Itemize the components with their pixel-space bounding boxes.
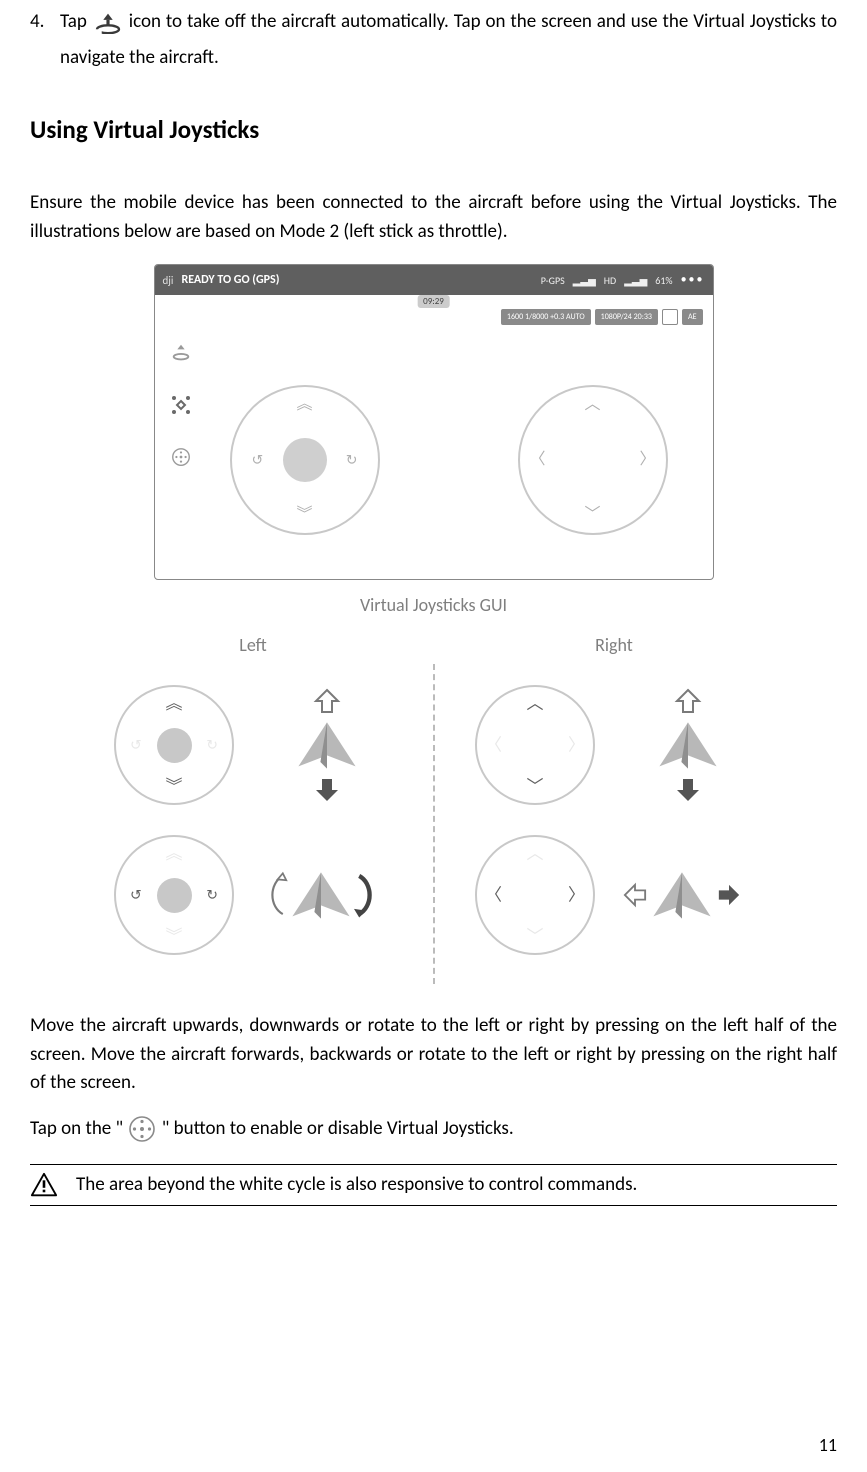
page-number: 11 bbox=[819, 1434, 837, 1456]
gui-hd: HD bbox=[604, 274, 616, 287]
chev-right-icon: 〉 bbox=[568, 887, 585, 904]
joystick-diagrams: Left ︽ ︾ ↺ ↻ bbox=[30, 634, 837, 984]
chev-up-icon: ︿ bbox=[527, 695, 544, 712]
toggle-text-a: Tap on the " bbox=[30, 1117, 123, 1140]
chev-up-icon: ︽ bbox=[166, 695, 183, 712]
arrow-down-filled-icon bbox=[312, 777, 342, 803]
paper-plane-icon bbox=[655, 718, 721, 773]
toggle-paragraph: Tap on the " " button to enable or disab… bbox=[30, 1112, 837, 1146]
right-label: Right bbox=[595, 634, 633, 656]
chevron-double-up-icon: ︽ bbox=[296, 397, 312, 413]
plane-rotate bbox=[262, 863, 392, 927]
curve-right-icon bbox=[354, 863, 380, 927]
rot-l-icon: ↺ bbox=[130, 737, 142, 754]
right-joystick: ︿ ﹀ 〈 〉 bbox=[518, 385, 668, 535]
format-box: 1080P/24 20:33 bbox=[595, 309, 658, 325]
left-column: Left ︽ ︾ ↺ ↻ bbox=[84, 634, 423, 984]
warning-icon bbox=[30, 1171, 58, 1199]
intro-paragraph: Ensure the mobile device has been connec… bbox=[30, 189, 837, 246]
rotate-right-icon: ↻ bbox=[346, 452, 358, 469]
chev-down-icon: ﹀ bbox=[527, 778, 544, 795]
explain-paragraph: Move the aircraft upwards, downwards or … bbox=[30, 1012, 837, 1098]
note-box: The area beyond the white cycle is also … bbox=[30, 1164, 837, 1206]
takeoff-icon bbox=[92, 11, 124, 33]
left-row-yaw: ︽ ︾ ↺ ↻ bbox=[114, 820, 392, 970]
right-joy-pitch: ︿ ﹀ 〈 〉 bbox=[475, 685, 595, 805]
step-text: Tap icon to take off the aircraft automa… bbox=[60, 4, 837, 76]
vj-toggle-icon bbox=[169, 445, 193, 469]
arrow-left-outline-icon bbox=[623, 881, 647, 909]
arrow-right-filled-icon bbox=[717, 881, 741, 909]
takeoff-mini-icon bbox=[169, 341, 193, 365]
gui-topbar: dji READY TO GO (GPS) P-GPS ▂▃▅ HD ▂▃▅ 6… bbox=[155, 265, 713, 295]
right-row-pitch: ︿ ﹀ 〈 〉 bbox=[475, 670, 753, 820]
plane-vertical bbox=[262, 688, 392, 803]
gui-timecode: 09:29 bbox=[417, 295, 450, 308]
left-joy-yaw: ︽ ︾ ↺ ↻ bbox=[114, 835, 234, 955]
gui-status: READY TO GO (GPS) bbox=[181, 273, 279, 287]
gui-side-icons bbox=[169, 341, 193, 469]
right-column: Right ︿ ﹀ 〈 〉 bbox=[445, 634, 784, 984]
chev-right-icon: 〉 bbox=[568, 737, 585, 754]
plane-roll bbox=[623, 868, 753, 923]
left-row-throttle: ︽ ︾ ↺ ↻ bbox=[114, 670, 392, 820]
toggle-text-b: " button to enable or disable Virtual Jo… bbox=[162, 1117, 514, 1140]
gui-mode: P-GPS bbox=[541, 274, 565, 287]
chev-down-icon: ︾ bbox=[166, 778, 183, 795]
vj-button-icon bbox=[127, 1114, 157, 1144]
gui-battery: 61% bbox=[655, 274, 672, 287]
arrow-down-filled-icon bbox=[673, 777, 703, 803]
gui-caption: Virtual Joysticks GUI bbox=[30, 594, 837, 616]
chevron-down-icon: ﹀ bbox=[584, 507, 600, 523]
exposure-box: 1600 1/8000 +0.3 AUTO bbox=[501, 309, 591, 325]
chev-up-icon: ︽ bbox=[166, 845, 183, 862]
chevron-up-icon: ︿ bbox=[584, 397, 600, 413]
rotate-left-icon: ↺ bbox=[252, 452, 264, 469]
arrow-up-outline-icon bbox=[673, 688, 703, 714]
chevron-right-icon: 〉 bbox=[639, 452, 655, 468]
dji-logo: dji bbox=[163, 274, 174, 287]
gui-camera-bar: 1600 1/8000 +0.3 AUTO 1080P/24 20:33 AE bbox=[501, 309, 703, 325]
step-number: 4. bbox=[30, 4, 60, 40]
left-joy-throttle: ︽ ︾ ↺ ↻ bbox=[114, 685, 234, 805]
right-joy-roll: ︿ ﹀ 〈 〉 bbox=[475, 835, 595, 955]
right-row-roll: ︿ ﹀ 〈 〉 bbox=[475, 820, 753, 970]
chev-left-icon: 〈 bbox=[485, 887, 502, 904]
paper-plane-icon bbox=[294, 718, 360, 773]
column-divider bbox=[433, 664, 435, 984]
menu-dots-icon: ••• bbox=[681, 273, 705, 287]
rot-r-icon: ↻ bbox=[206, 887, 218, 904]
step-text-a: Tap bbox=[60, 10, 87, 33]
chev-down-icon: ︾ bbox=[166, 928, 183, 945]
gui-screenshot: dji READY TO GO (GPS) P-GPS ▂▃▅ HD ▂▃▅ 6… bbox=[154, 264, 714, 580]
paper-plane-icon bbox=[288, 868, 354, 923]
curve-left-icon bbox=[262, 863, 288, 927]
rot-l-icon: ↺ bbox=[130, 887, 142, 904]
step-4: 4. Tap icon to take off the aircraft aut… bbox=[30, 4, 837, 76]
gui-illustration: dji READY TO GO (GPS) P-GPS ▂▃▅ HD ▂▃▅ 6… bbox=[30, 264, 837, 580]
record-icon bbox=[662, 309, 678, 325]
ae-lock: AE bbox=[682, 309, 703, 325]
gui-bars-icon: ▂▃▅ bbox=[573, 274, 596, 287]
arrow-up-outline-icon bbox=[312, 688, 342, 714]
chevron-left-icon: 〈 bbox=[530, 452, 546, 468]
chev-left-icon: 〈 bbox=[485, 737, 502, 754]
gui-bars-icon-2: ▂▃▅ bbox=[624, 274, 647, 287]
chevron-double-down-icon: ︾ bbox=[296, 507, 312, 523]
left-joystick: ︽ ︾ ↺ ↻ bbox=[230, 385, 380, 535]
paper-plane-icon bbox=[649, 868, 715, 923]
left-label: Left bbox=[239, 634, 266, 656]
step-text-b: icon to take off the aircraft automatica… bbox=[60, 10, 837, 69]
rot-r-icon: ↻ bbox=[206, 737, 218, 754]
chev-up-icon: ︿ bbox=[527, 845, 544, 862]
note-text: The area beyond the white cycle is also … bbox=[76, 1173, 637, 1196]
chev-down-icon: ﹀ bbox=[527, 928, 544, 945]
section-heading: Using Virtual Joysticks bbox=[30, 114, 837, 145]
drone-mini-icon bbox=[169, 393, 193, 417]
plane-pitch bbox=[623, 688, 753, 803]
